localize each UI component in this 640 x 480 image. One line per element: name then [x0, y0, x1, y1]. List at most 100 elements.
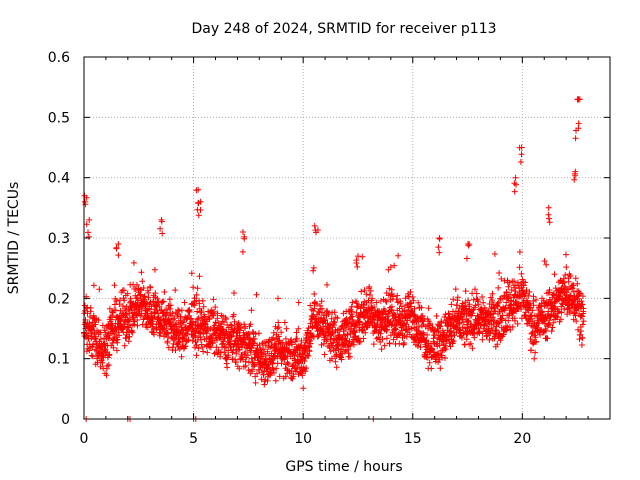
data-point — [466, 301, 473, 308]
data-point — [324, 281, 330, 288]
data-point — [167, 305, 174, 312]
data-point — [302, 368, 309, 375]
data-point — [518, 151, 525, 158]
data-point — [126, 316, 133, 323]
data-point — [113, 245, 120, 252]
data-point — [134, 322, 141, 329]
data-point — [166, 296, 173, 303]
data-point — [167, 302, 174, 309]
data-point — [563, 264, 570, 271]
data-point — [563, 251, 569, 258]
data-point — [195, 212, 202, 219]
data-point — [161, 289, 168, 295]
data-point — [207, 325, 214, 332]
data-point — [318, 298, 325, 305]
y-tick-label: 0.3 — [48, 231, 70, 247]
data-point — [193, 342, 200, 349]
data-point — [495, 299, 502, 306]
data-point — [203, 330, 210, 337]
data-point — [433, 313, 440, 319]
data-point — [435, 244, 442, 251]
data-point — [424, 331, 431, 338]
data-point — [196, 300, 203, 307]
data-point — [105, 362, 112, 368]
data-point — [388, 322, 395, 329]
data-point — [397, 300, 404, 307]
data-point — [393, 296, 400, 303]
data-point — [448, 327, 455, 334]
data-point — [83, 221, 90, 228]
data-point — [451, 323, 458, 330]
data-point — [515, 282, 522, 289]
data-point — [546, 219, 553, 226]
data-point — [511, 278, 518, 285]
data-point — [390, 293, 397, 300]
data-point — [295, 325, 302, 332]
data-point — [200, 303, 207, 310]
data-point — [113, 298, 120, 304]
data-point — [310, 267, 317, 274]
data-point — [353, 323, 360, 330]
data-point — [379, 336, 386, 343]
data-point — [550, 319, 557, 326]
data-point — [293, 329, 300, 336]
data-point — [526, 288, 533, 295]
data-point — [140, 285, 147, 291]
data-point — [520, 282, 527, 289]
data-point — [106, 332, 112, 339]
data-point — [437, 323, 444, 330]
data-point — [498, 275, 505, 282]
data-point — [275, 295, 281, 302]
data-point — [197, 207, 204, 213]
data-point — [557, 316, 564, 323]
data-point — [310, 264, 317, 271]
data-point — [158, 218, 165, 225]
data-point — [116, 301, 123, 308]
data-point — [212, 319, 219, 326]
data-point — [197, 336, 204, 343]
data-point — [264, 348, 271, 355]
data-point — [571, 170, 578, 177]
data-point — [472, 286, 478, 293]
data-point — [407, 289, 414, 295]
y-tick-label: 0.2 — [48, 291, 70, 307]
data-point — [449, 340, 456, 347]
data-point — [271, 369, 277, 376]
data-point — [322, 332, 329, 339]
data-point — [220, 338, 227, 345]
data-point — [197, 309, 204, 316]
data-point — [533, 297, 539, 303]
data-point — [172, 337, 178, 343]
data-point — [525, 292, 532, 299]
data-point — [210, 331, 216, 338]
data-point — [97, 336, 104, 343]
data-point — [323, 307, 330, 314]
data-point — [339, 336, 346, 342]
data-point — [579, 335, 586, 342]
data-point — [331, 309, 338, 316]
data-point — [575, 326, 581, 333]
data-point — [466, 241, 473, 248]
data-point — [366, 283, 373, 290]
data-point — [423, 337, 430, 344]
data-point — [338, 346, 345, 353]
data-point — [181, 299, 188, 306]
data-point — [281, 319, 288, 326]
data-point — [115, 241, 122, 247]
data-point — [298, 337, 305, 344]
data-point — [546, 321, 553, 328]
data-point — [186, 309, 193, 315]
data-point — [307, 302, 314, 309]
data-point — [145, 294, 152, 301]
data-point — [496, 270, 503, 276]
data-point — [306, 348, 313, 355]
data-point — [106, 305, 113, 312]
grid — [84, 57, 610, 419]
data-point — [87, 304, 94, 311]
data-point — [382, 297, 389, 304]
data-point — [483, 307, 490, 314]
data-point — [180, 319, 187, 326]
data-point — [237, 327, 243, 334]
y-tick-label: 0.1 — [48, 352, 70, 368]
data-point — [462, 288, 469, 295]
